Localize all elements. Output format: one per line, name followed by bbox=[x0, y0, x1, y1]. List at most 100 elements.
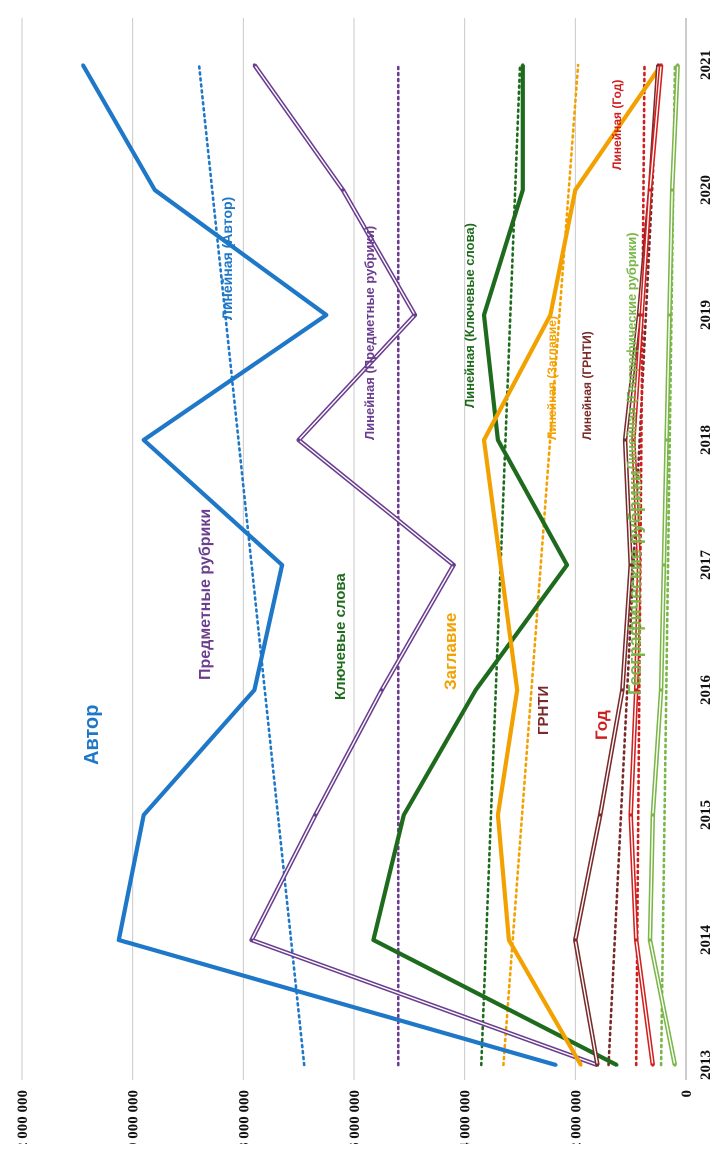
data-point bbox=[579, 1063, 583, 1067]
data-point bbox=[651, 1063, 655, 1067]
series-line-inner bbox=[250, 64, 598, 1066]
data-point bbox=[640, 313, 644, 317]
data-point bbox=[507, 938, 511, 942]
data-point bbox=[634, 938, 638, 942]
y-tick-label: 2 000 000 bbox=[568, 1090, 584, 1144]
data-point bbox=[142, 438, 146, 442]
trendlines bbox=[197, 63, 677, 1067]
data-point bbox=[482, 438, 486, 442]
data-point bbox=[573, 938, 577, 942]
data-point bbox=[676, 63, 680, 67]
x-tick-labels: 2013 2014 2015 2016 2017 2018 2019 2020 2021 bbox=[698, 50, 714, 1080]
trendline bbox=[607, 63, 660, 1067]
data-point bbox=[380, 688, 384, 692]
x-tick-label: 2019 bbox=[698, 300, 714, 330]
series-line bbox=[249, 63, 599, 1068]
y-tick-label: 0 bbox=[679, 1090, 695, 1098]
trendline-label: Линейная (Географические рубрики) bbox=[624, 232, 639, 470]
y-tick-label: 10 000 000 bbox=[126, 1090, 142, 1144]
data-point bbox=[499, 563, 503, 567]
data-point bbox=[651, 813, 655, 817]
data-point bbox=[670, 188, 674, 192]
data-point bbox=[474, 688, 478, 692]
series-lines bbox=[81, 63, 680, 1068]
data-point bbox=[81, 63, 85, 67]
trendline-label: Линейная (ГРНТИ) bbox=[580, 331, 594, 440]
data-point bbox=[324, 313, 328, 317]
data-point bbox=[573, 188, 577, 192]
x-tick-label: 2018 bbox=[698, 425, 714, 455]
y-tick-label: 6 000 000 bbox=[347, 1090, 363, 1144]
data-point bbox=[648, 188, 652, 192]
trendline-label: Линейная (Ключевые слова) bbox=[462, 223, 477, 408]
data-point bbox=[554, 1063, 558, 1067]
trendline-label: Линейная (Год) bbox=[610, 80, 624, 170]
series-label: Географические рубрики bbox=[625, 470, 645, 695]
data-point bbox=[629, 813, 633, 817]
data-point bbox=[452, 563, 456, 567]
y-tick-label: 12 000 000 bbox=[15, 1090, 31, 1144]
data-point bbox=[153, 188, 157, 192]
data-point bbox=[565, 563, 569, 567]
data-point bbox=[341, 188, 345, 192]
series-label: Год bbox=[592, 710, 611, 740]
data-point bbox=[667, 313, 672, 317]
trendline-label: Линейная (Автор) bbox=[219, 197, 235, 320]
data-point bbox=[620, 688, 624, 692]
data-point bbox=[631, 438, 636, 442]
x-tick-label: 2013 bbox=[698, 1050, 714, 1080]
data-point bbox=[496, 813, 500, 817]
x-tick-label: 2021 bbox=[698, 50, 714, 80]
data-point bbox=[665, 438, 669, 442]
trendline bbox=[197, 63, 306, 1067]
series-label: Автор bbox=[81, 705, 103, 765]
data-point bbox=[595, 1063, 600, 1067]
data-point bbox=[142, 813, 146, 817]
data-point bbox=[648, 938, 652, 942]
y-tick-label: 8 000 000 bbox=[236, 1090, 252, 1144]
data-point bbox=[673, 1063, 677, 1067]
data-point bbox=[598, 813, 602, 817]
data-point bbox=[659, 688, 663, 692]
data-point bbox=[313, 813, 317, 817]
data-point bbox=[634, 688, 638, 692]
data-point bbox=[496, 438, 500, 442]
series-line bbox=[81, 63, 557, 1068]
x-tick-label: 2015 bbox=[698, 800, 714, 830]
trendline-label: Линейная (Заглавие) bbox=[545, 316, 559, 440]
data-point bbox=[252, 688, 256, 692]
series-labels: Автор Линейная (Автор) Предметные рубрики Л… bbox=[81, 80, 645, 765]
series-label: Предметные рубрики bbox=[197, 509, 214, 680]
series-label: ГРНТИ bbox=[535, 686, 552, 735]
data-point bbox=[637, 563, 641, 567]
data-point bbox=[615, 1063, 619, 1067]
data-point bbox=[297, 438, 301, 442]
data-point bbox=[402, 813, 406, 817]
data-point bbox=[521, 188, 525, 192]
data-point bbox=[482, 313, 486, 317]
data-point bbox=[117, 938, 121, 942]
data-point bbox=[662, 563, 666, 567]
data-point bbox=[623, 438, 627, 442]
data-point bbox=[521, 63, 525, 67]
data-point bbox=[629, 563, 633, 567]
x-tick-label: 2016 bbox=[698, 675, 714, 706]
data-point bbox=[515, 688, 519, 692]
data-point bbox=[659, 63, 663, 67]
trendline-label: Линейная (Предметные рубрики) bbox=[362, 226, 377, 440]
data-point bbox=[413, 313, 417, 317]
series-label: Заглавие bbox=[441, 613, 460, 690]
data-point bbox=[548, 313, 553, 317]
x-tick-label: 2017 bbox=[698, 550, 714, 581]
data-point bbox=[252, 63, 256, 67]
series-label: Ключевые слова bbox=[332, 573, 349, 700]
y-tick-labels: 0 2 000 000 4 000 000 6 000 000 8 000 000 10 … bbox=[15, 1090, 695, 1149]
x-tick-label: 2014 bbox=[698, 925, 714, 956]
data-point bbox=[371, 938, 375, 942]
y-tick-label: 4 000 000 bbox=[458, 1090, 474, 1144]
data-point bbox=[250, 938, 254, 942]
data-point bbox=[280, 563, 284, 567]
x-tick-label: 2020 bbox=[698, 175, 714, 205]
